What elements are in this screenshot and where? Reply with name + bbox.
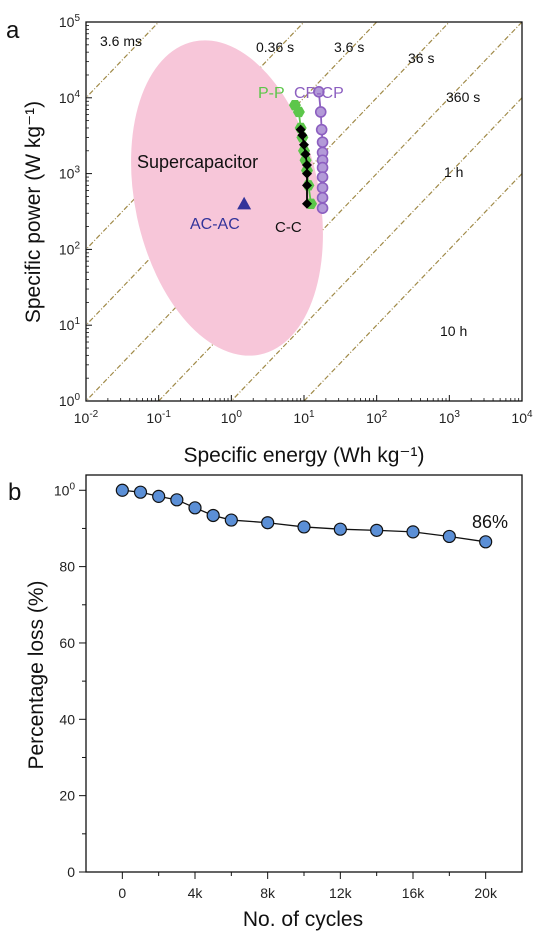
x-tick-label: 100 [221,409,243,426]
data-point-p-p-2 [292,106,305,118]
iso-time-line-6 [230,96,522,401]
data-point-13 [442,529,456,544]
supercapacitor-region [131,40,323,356]
panel-b: 0 4k 8k 12k 16k 20k 0 20 40 60 80 100 [54,474,523,901]
panel-b-letter: b [8,479,21,506]
data-point-1 [115,483,129,497]
x-tick-label: 102 [366,409,388,426]
iso-label-36s: 36 s [408,50,434,66]
x-tick-label: 103 [439,409,461,426]
data-point-3 [152,489,166,503]
data-point-7 [224,513,238,527]
data-point-c-c-4 [300,149,311,160]
data-point-cp-cp-3 [315,123,328,136]
y-tick-label: 0 [67,864,75,880]
data-point-c-c-8 [302,198,313,209]
data-point-c-c-3 [299,139,309,150]
x-tick-label: 10-2 [74,409,99,426]
y-tick-label: 104 [59,89,81,106]
data-point-ac-ac-1 [237,196,252,210]
data-point-8 [261,516,275,530]
x-tick-label: 12k [329,885,353,901]
iso-label-3-6s: 3.6 s [334,39,364,55]
iso-time-line-1 [86,22,160,99]
y-tick-label: 80 [59,559,75,575]
data-point-9 [297,520,311,534]
panel-b-axes-frame [85,474,523,873]
data-point-cp-cp-9 [316,181,329,194]
series-label-p-p: P-P [258,85,285,102]
iso-time-line-7 [303,172,522,401]
x-tick-label: 8k [260,885,276,901]
data-point-cp-cp-11 [316,202,329,214]
data-point-11 [370,523,384,537]
data-point-cp-cp-7 [316,161,329,174]
x-tick-label: 4k [188,885,204,901]
retention-annotation: 86% [472,512,508,532]
data-point-c-c-7 [302,180,313,191]
panel-b-series [115,483,493,549]
x-tick-label: 0 [118,885,126,901]
data-point-4 [170,493,184,507]
series-label-c-c: C-C [275,219,302,236]
y-tick-label: 100 [54,481,76,498]
panel-b-xaxis-title: No. of cycles [243,908,363,931]
x-tick-label: 104 [511,409,533,426]
panel-b-ticks: 0 4k 8k 12k 16k 20k 0 20 40 60 80 100 [54,481,498,901]
data-point-c-c-5 [302,159,313,170]
y-tick-label: 40 [59,711,75,727]
x-tick-label: 10-1 [146,409,171,426]
data-point-cp-cp-8 [316,171,329,183]
data-point-cp-cp-1 [313,85,325,98]
iso-label-0-36s: 0.36 s [256,39,294,55]
data-point-c-c-2 [297,130,308,141]
y-tick-label: 100 [59,392,81,409]
series-label-cp-cp: CP-CP [294,85,344,102]
data-point-14 [479,535,493,549]
iso-label-3-6ms: 3.6 ms [100,33,142,49]
data-point-10 [333,522,347,536]
iso-label-10h: 10 h [440,323,467,339]
x-tick-label: 20k [474,885,498,901]
data-point-2 [133,485,148,499]
panel-a-xaxis-title: Specific energy (Wh kg⁻¹) [184,444,425,467]
panel-b-yaxis-title: Percentage loss (%) [25,580,48,769]
iso-time-line-2 [86,22,305,251]
series-label-ac-ac: AC-AC [190,216,240,233]
data-point-c-c-6 [302,168,313,179]
x-tick-label: 101 [293,409,315,426]
region-label-supercapacitor: Supercapacitor [137,152,258,172]
y-tick-label: 60 [59,635,75,651]
panel-a-ticks: 10-2 10-1 100 101 102 103 104 100 101 102 103 104 10… [59,13,533,426]
y-tick-label: 102 [59,240,81,257]
iso-time-line-3 [86,22,378,327]
data-point-6 [206,508,220,523]
data-point-cp-cp-2 [314,106,327,118]
y-tick-label: 103 [59,165,81,182]
panel-a-letter: a [6,17,20,44]
panel-a-series [237,85,329,214]
data-point-5 [188,501,202,515]
panel-a: 10-2 10-1 100 101 102 103 104 100 101 102 103 104 10… [59,13,533,426]
panel-a-yaxis-title: Specific power (W kg⁻¹) [22,101,45,323]
data-point-12 [406,525,420,539]
y-tick-label: 105 [59,13,81,30]
iso-label-360s: 360 s [446,89,480,105]
y-tick-label: 101 [59,316,81,333]
x-tick-label: 16k [402,885,426,901]
data-point-cp-cp-4 [316,136,329,148]
y-tick-label: 20 [59,788,75,804]
data-point-cp-cp-10 [316,191,329,204]
iso-label-1h: 1 h [444,164,463,180]
